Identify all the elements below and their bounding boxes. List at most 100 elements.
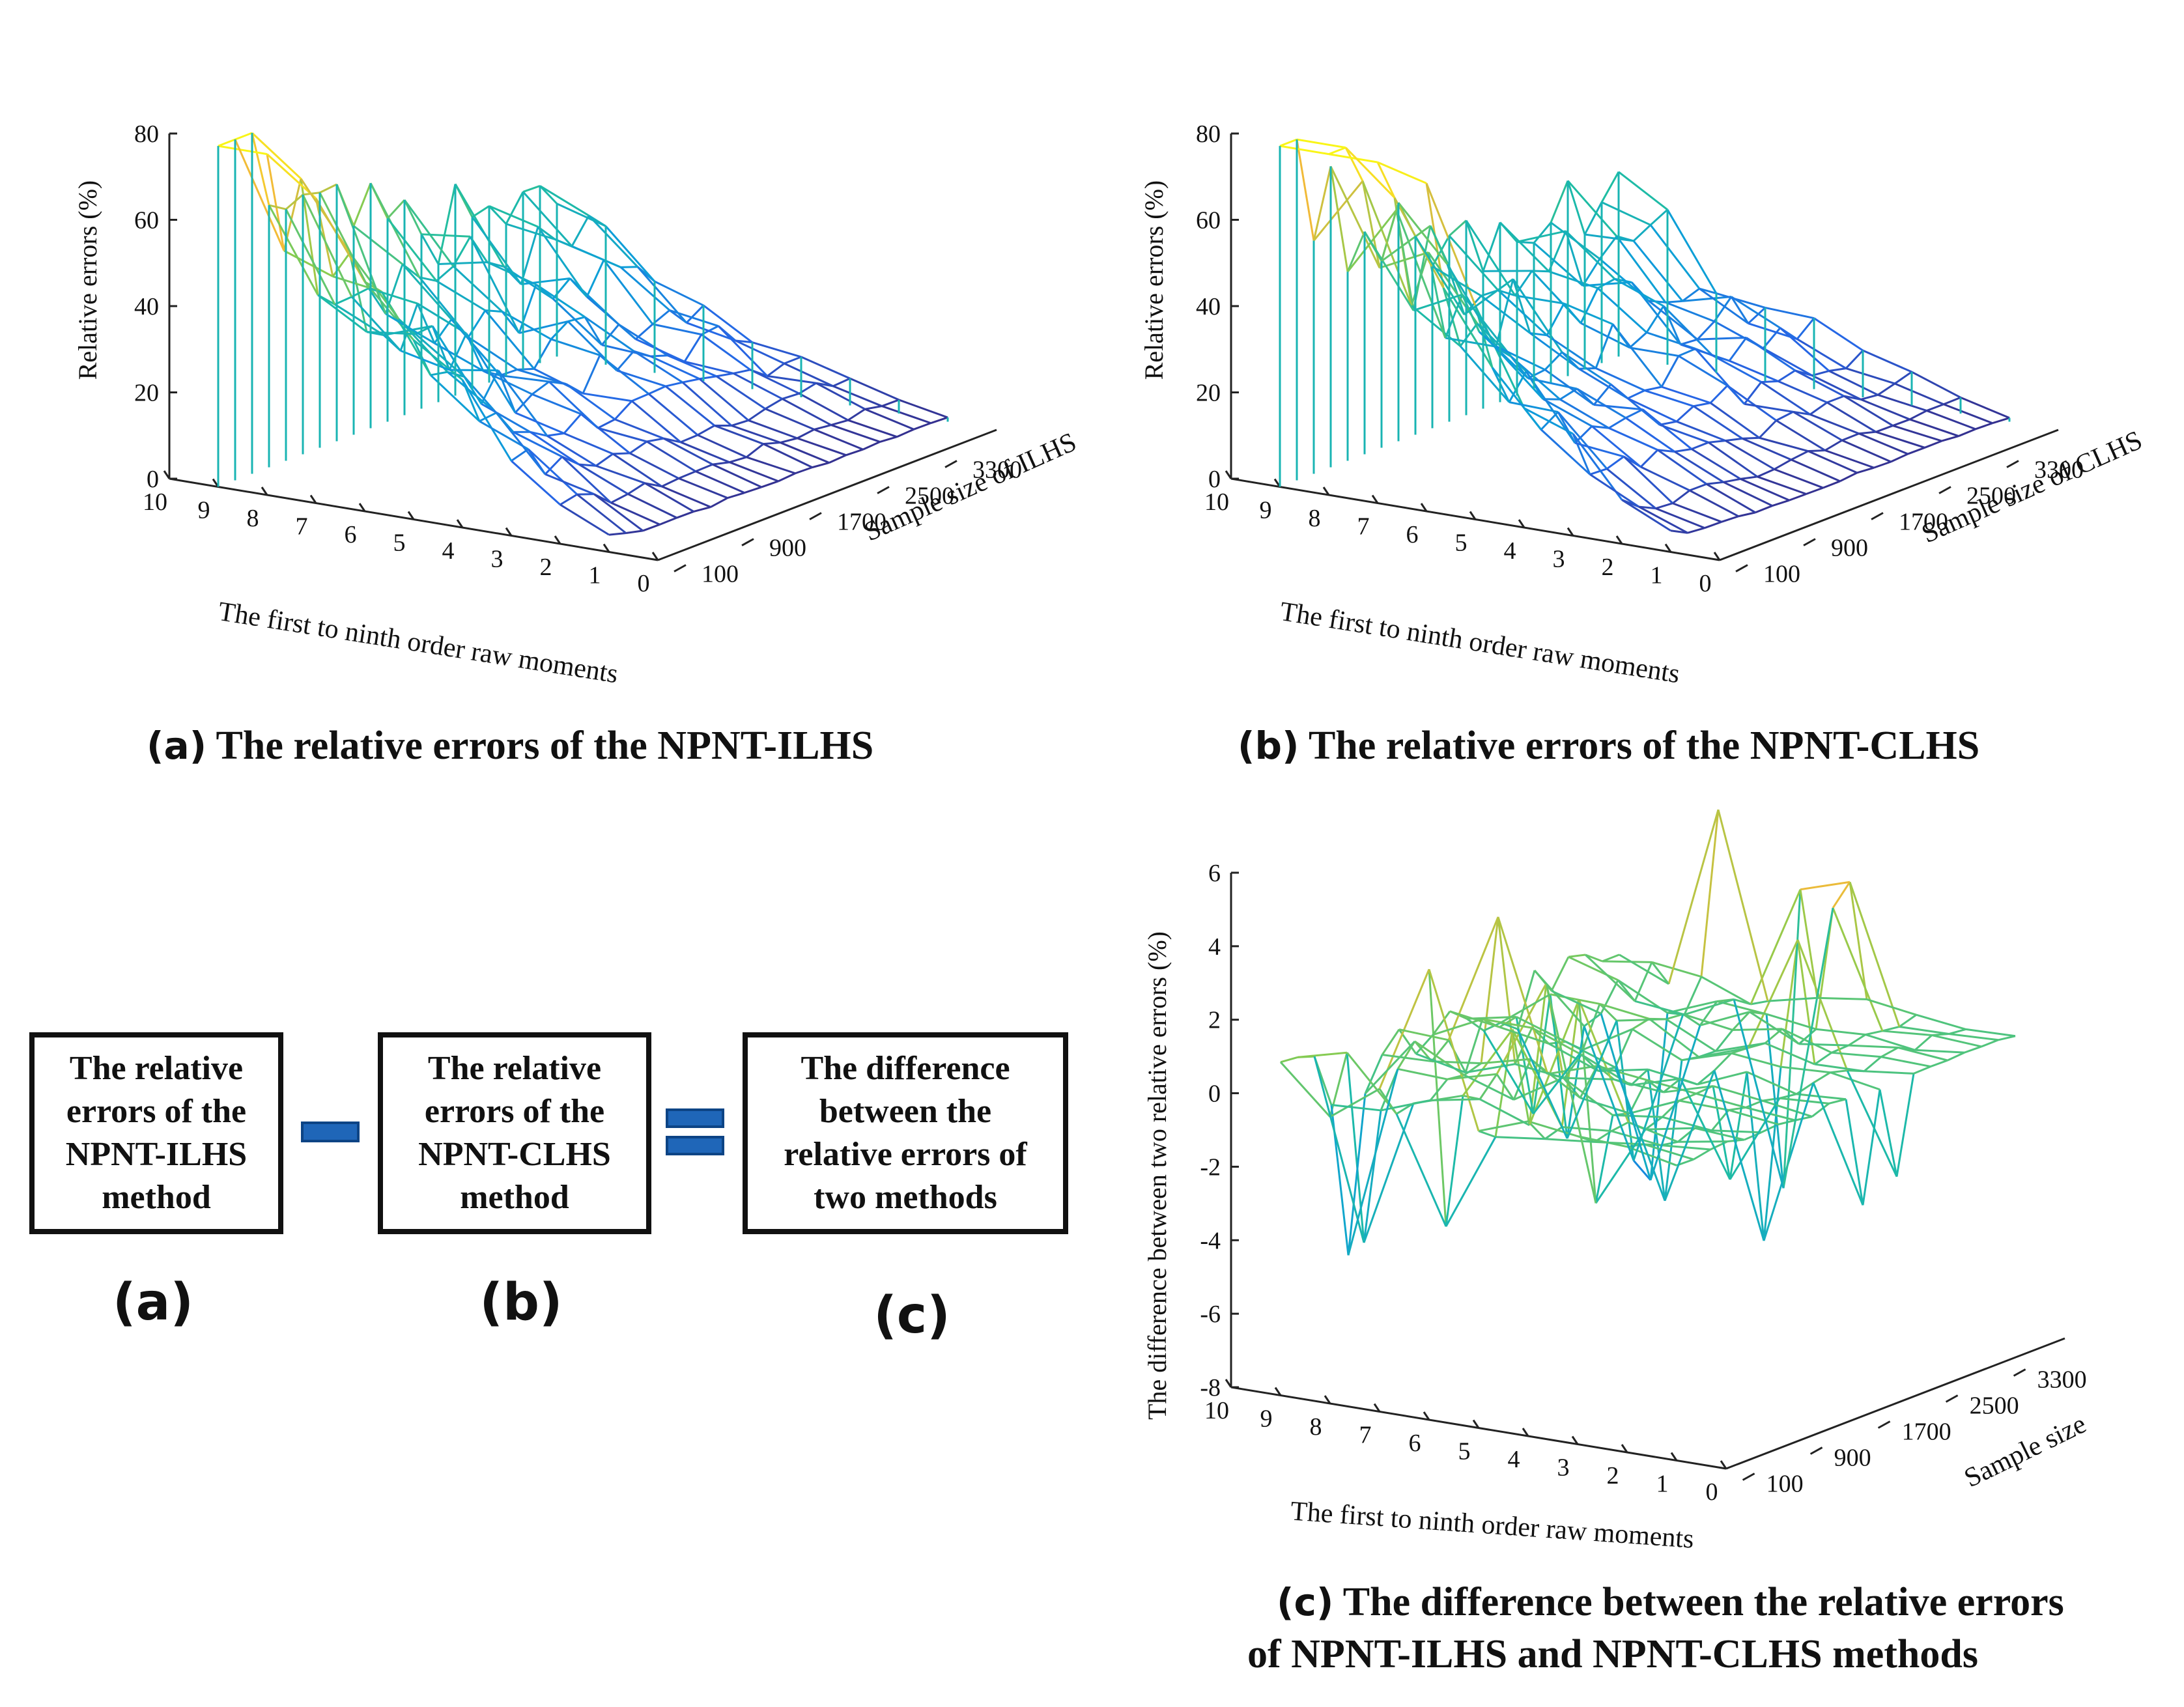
surface-line	[1596, 1065, 1647, 1081]
x-tick-label: 9	[1260, 497, 1272, 524]
surface-line	[1728, 1109, 1779, 1125]
surface-line	[1712, 1086, 1731, 1180]
surface-line	[1628, 1079, 1648, 1114]
surface-line	[1975, 422, 1993, 430]
surface-line	[1948, 1033, 1999, 1041]
surface-line	[832, 377, 851, 388]
surface-line	[1791, 458, 1841, 483]
surface-line	[1796, 1082, 1814, 1095]
equals-bar-bottom	[666, 1136, 724, 1155]
surface-line	[748, 419, 798, 440]
x-tick	[163, 470, 171, 479]
surface-line	[1694, 1127, 1745, 1141]
y-tick-label: 100	[1766, 1471, 1804, 1498]
surface-line	[1755, 505, 1773, 514]
surface-line	[1312, 180, 1364, 242]
surface-line	[633, 350, 683, 384]
surface-line	[1583, 1013, 1602, 1027]
surface-line	[588, 215, 639, 268]
surface-line	[1499, 221, 1550, 272]
surface-line	[1800, 881, 1851, 891]
surface-line	[1914, 1049, 1965, 1054]
surface-line	[1297, 1051, 1348, 1058]
surface-line	[1329, 1052, 1348, 1118]
surface-line	[627, 482, 645, 495]
surface-line	[1346, 1052, 1365, 1243]
surface-line	[1528, 999, 1580, 1126]
surface-line	[1729, 360, 1779, 382]
surface-line	[586, 259, 605, 298]
surface-line	[746, 456, 796, 475]
surface-line	[1832, 907, 1884, 1032]
x-tick	[1720, 1460, 1727, 1469]
surface-line	[1572, 433, 1591, 475]
surface-line	[1638, 505, 1688, 534]
x-tick	[1670, 1452, 1678, 1461]
surface-line	[1514, 1027, 1533, 1065]
box-b-line-4: method	[460, 1179, 569, 1216]
surface-line	[513, 431, 563, 458]
surface-line	[1856, 466, 1875, 474]
surface-line	[1798, 1043, 1849, 1047]
surface-line	[1689, 483, 1707, 492]
surface-line	[1794, 369, 1845, 397]
surface-line	[612, 453, 662, 488]
surface-line	[1826, 401, 1877, 433]
equation-box-a: The relative errors of the NPNT-ILHS met…	[29, 1032, 283, 1234]
surface-line	[421, 233, 471, 238]
surface-line	[1679, 1099, 1729, 1111]
surface-line	[1615, 235, 1667, 303]
surface-line	[782, 398, 832, 426]
surface-line	[1941, 435, 1959, 442]
surface-line	[1914, 1034, 1933, 1051]
surface-line	[1699, 287, 1749, 324]
surface-line	[712, 463, 762, 488]
surface-line	[1649, 1024, 1701, 1181]
surface-line	[1713, 1052, 1733, 1071]
equation-label-c: (c)	[873, 1286, 950, 1345]
surface-line	[1745, 1099, 1763, 1108]
surface-line	[1465, 220, 1484, 272]
surface-line	[1763, 1066, 1782, 1241]
surface-line	[1693, 405, 1743, 440]
equation-box-b: The relative errors of the NPNT-CLHS met…	[378, 1032, 651, 1234]
surface-line	[1716, 1000, 1767, 1015]
surface-line	[1544, 369, 1595, 406]
surface-line	[1723, 481, 1773, 507]
surface-line	[584, 317, 603, 346]
surface-line	[1565, 1041, 1616, 1069]
surface-line	[1675, 405, 1695, 423]
surface-line	[697, 425, 715, 436]
surface-line	[767, 362, 785, 377]
surface-line	[1398, 1028, 1449, 1041]
surface-line	[1733, 999, 1785, 1189]
surface-line	[1647, 1068, 1698, 1086]
surface-line	[693, 506, 711, 513]
surface-line	[644, 482, 694, 513]
surface-line	[1699, 1011, 1750, 1026]
surface-line	[595, 453, 614, 467]
surface-line	[765, 398, 783, 410]
surface-line	[1533, 242, 1583, 287]
surface-line	[1766, 1013, 1817, 1030]
surface-line	[729, 461, 779, 483]
surface-line	[1448, 219, 1468, 237]
surface-line	[1814, 1052, 1832, 1065]
surface-line	[680, 441, 730, 464]
surface-line	[1602, 960, 1652, 963]
surface-line	[614, 400, 633, 420]
surface-line	[898, 399, 948, 419]
y-axis-line	[1719, 429, 2059, 561]
surface-line	[1279, 145, 1329, 156]
x-tick	[651, 552, 659, 561]
surface-line	[1655, 502, 1673, 510]
surface-line	[454, 183, 505, 268]
x-tick	[1423, 1411, 1430, 1420]
surface-line	[1533, 969, 1585, 1027]
surface-line	[612, 452, 631, 455]
surface-line	[505, 191, 524, 225]
z-tick-label: -4	[1200, 1227, 1221, 1254]
x-tick	[1713, 552, 1721, 561]
surface-line	[801, 356, 851, 380]
